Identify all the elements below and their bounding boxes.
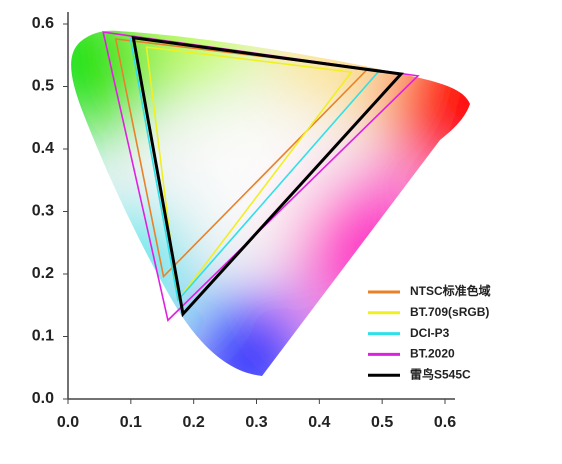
x-tick-label: 0.1	[120, 414, 142, 431]
gamut-triangle	[145, 46, 353, 303]
y-tick-label: 0.2	[32, 265, 54, 282]
y-tick-label: 0.6	[32, 15, 54, 32]
legend-label: DCI-P3	[410, 326, 450, 340]
legend-label: NTSC标准色域	[410, 283, 491, 298]
y-tick-label: 0.4	[32, 140, 54, 157]
x-tick-label: 0.4	[308, 414, 330, 431]
gamut-triangle	[114, 38, 370, 279]
legend-label: BT.2020	[410, 347, 455, 361]
x-tick-label: 0.6	[434, 414, 456, 431]
x-tick-label: 0.2	[183, 414, 205, 431]
y-tick-label: 0.1	[32, 328, 54, 345]
x-tick-label: 0.5	[371, 414, 393, 431]
gamut-triangle	[131, 35, 405, 318]
x-tick-label: 0.3	[245, 414, 267, 431]
y-tick-label: 0.0	[32, 390, 54, 407]
y-tick-label: 0.5	[32, 78, 54, 95]
legend-label: 雷鸟S545C	[410, 366, 471, 381]
y-tick-label: 0.3	[32, 203, 54, 220]
legend-label: BT.709(sRGB)	[410, 305, 489, 319]
x-tick-label: 0.0	[57, 414, 79, 431]
